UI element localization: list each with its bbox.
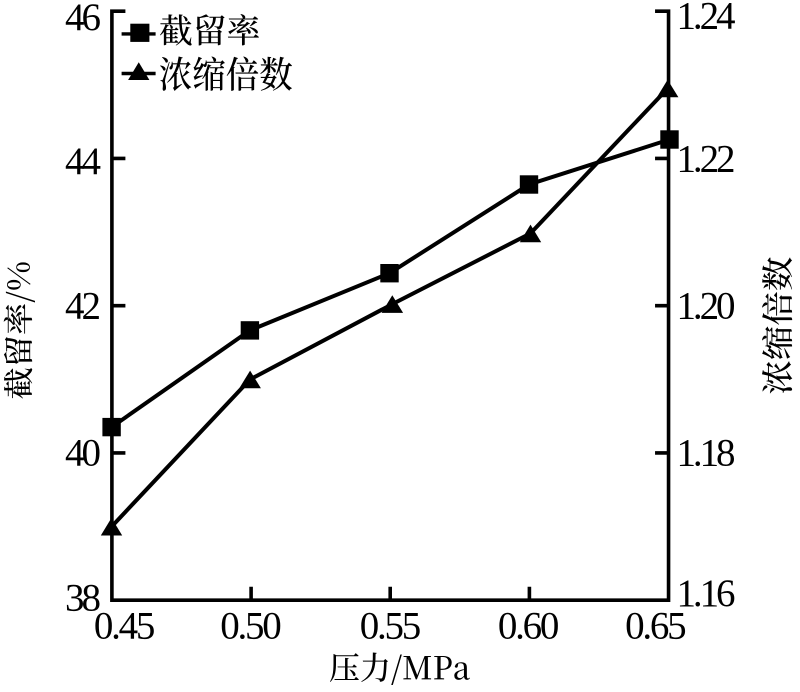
svg-text:0.45: 0.45 [94,605,156,648]
svg-text:1.18: 1.18 [677,432,736,475]
svg-text:38: 38 [65,576,101,619]
svg-text:1.22: 1.22 [677,138,736,181]
svg-text:40: 40 [65,431,101,474]
svg-text:1.24: 1.24 [677,0,736,37]
svg-text:1.16: 1.16 [677,572,736,615]
svg-text:0.55: 0.55 [360,605,422,648]
svg-text:0.65: 0.65 [625,605,687,648]
svg-text:0.50: 0.50 [220,605,282,648]
svg-text:44: 44 [65,140,101,183]
svg-text:42: 42 [65,284,101,327]
svg-text:1.20: 1.20 [677,284,736,327]
svg-text:46: 46 [65,0,101,39]
svg-text:0.60: 0.60 [498,605,560,648]
